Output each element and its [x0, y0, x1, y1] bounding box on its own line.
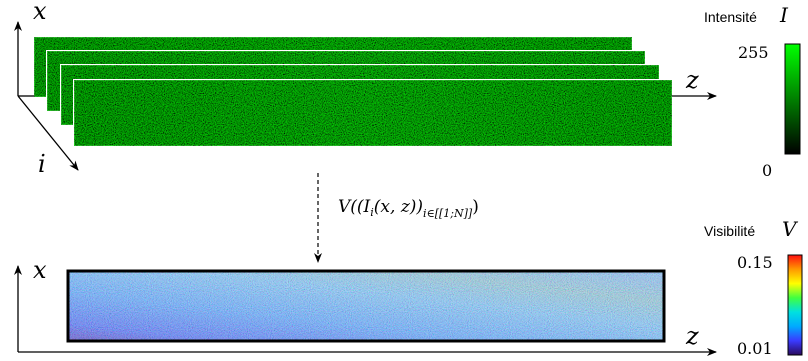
top-i-axis-line: [17, 95, 79, 171]
intensity-colorbar-max: 255: [738, 43, 769, 62]
intensity-colorbar-title: Intensité: [704, 9, 757, 25]
top-axis-x-label: x: [33, 0, 47, 25]
bottom-axes: [14, 265, 717, 356]
operator-formula: V((Ii(x, z))i∈[[1;N]]): [338, 197, 479, 220]
formula-suffix: ): [472, 197, 479, 217]
intensity-colorbar: Intensité I 255 0: [704, 3, 801, 180]
visibility-colorbar-min: 0.01: [737, 339, 773, 358]
formula-mid: (x, z)): [374, 197, 423, 217]
top-axis-i-label: i: [38, 150, 46, 178]
bottom-axis-x-label: x: [33, 256, 47, 284]
top-axes: [14, 21, 717, 171]
intensity-frame-stack: [33, 36, 673, 147]
visibility-colorbar-title: Visibilité: [704, 223, 755, 239]
visibility-map: [66, 269, 666, 343]
top-axis-z-label: z: [685, 66, 699, 94]
intensity-colorbar-symbol: I: [779, 3, 789, 27]
formula-sub-i: i: [370, 206, 374, 219]
visibility-colorbar-gradient: [787, 254, 803, 356]
visibility-colorbar: Visibilité V 0.15 0.01: [704, 217, 803, 358]
intensity-colorbar-gradient: [784, 43, 801, 155]
visibility-colorbar-symbol: V: [782, 217, 799, 241]
formula-sub-range: i∈[[1;N]]: [423, 207, 473, 220]
intensity-colorbar-min: 0: [762, 161, 772, 180]
visibility-colorbar-max: 0.15: [737, 253, 773, 272]
intensity-frame-front: [73, 79, 673, 147]
formula-prefix: V((I: [338, 197, 371, 217]
bottom-axis-z-label: z: [685, 322, 699, 350]
